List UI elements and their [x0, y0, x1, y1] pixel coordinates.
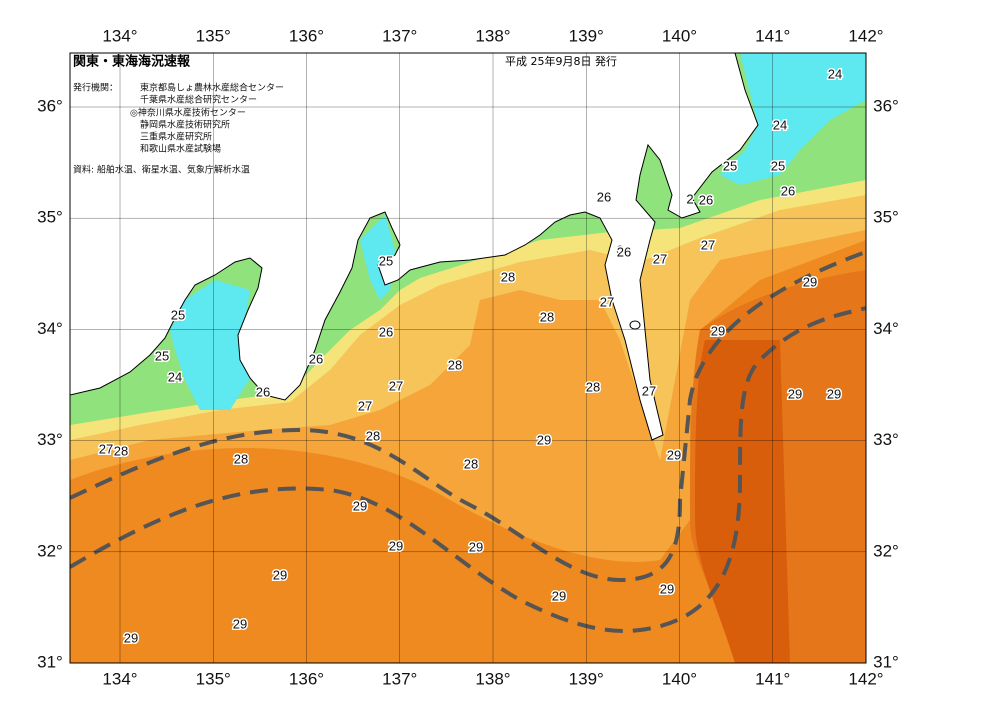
- contour-label: 29: [552, 588, 566, 603]
- contour-label: 29: [124, 630, 138, 645]
- issuer: 静岡県水産技術研究所: [140, 119, 230, 131]
- lon-label-bottom: 134°: [102, 669, 137, 688]
- source: 資料: 船舶水温、衛星水温、気象庁解析水温: [73, 164, 250, 176]
- contour-label: 28: [540, 309, 554, 324]
- contour-label: 25: [771, 158, 785, 173]
- lon-label-top: 137°: [382, 26, 417, 45]
- sea-temperature: [70, 53, 866, 663]
- contour-label: 28: [114, 443, 128, 458]
- title: 関東・東海海況速報: [73, 54, 191, 70]
- lon-label-top: 141°: [755, 26, 790, 45]
- contour-label: 24: [828, 66, 842, 81]
- contour-label: 27: [701, 237, 715, 252]
- contour-label: 28: [234, 451, 248, 466]
- lat-label-right: 33°: [873, 430, 899, 449]
- lon-label-bottom: 138°: [475, 669, 510, 688]
- lat-label-left: 31°: [37, 652, 63, 671]
- lat-label-left: 33°: [37, 430, 63, 449]
- contour-label: 28: [586, 379, 600, 394]
- lon-label-bottom: 137°: [382, 669, 417, 688]
- contour-label: 26: [617, 244, 631, 259]
- contour-label: 27: [653, 251, 667, 266]
- contour-label: 25: [171, 307, 185, 322]
- lon-label-bottom: 140°: [662, 669, 697, 688]
- lon-label-bottom: 141°: [755, 669, 790, 688]
- sea-30: [695, 340, 790, 663]
- contour-label: 29: [273, 567, 287, 582]
- contour-label: 29: [667, 447, 681, 462]
- contour-label: 27: [642, 383, 656, 398]
- lat-label-right: 36°: [873, 96, 899, 115]
- grid: [70, 53, 866, 663]
- sea-24-kii: [170, 280, 250, 410]
- kuroshio-edge: [70, 306, 866, 633]
- contour-label: 27: [99, 441, 113, 456]
- issuer-label: 発行機関：: [73, 82, 118, 94]
- lon-label-bottom: 136°: [289, 669, 324, 688]
- contour-label: 26: [781, 183, 795, 198]
- contour-label: 29: [827, 386, 841, 401]
- lon-label-top: 134°: [102, 26, 137, 45]
- lon-label-top: 135°: [196, 26, 231, 45]
- frame: [69, 52, 867, 664]
- contour-label: 2: [686, 191, 693, 206]
- issuer: 千葉県水産総合研究センター: [140, 94, 257, 106]
- contour-label: 26: [597, 189, 611, 204]
- issuer: ◎神奈川県水産技術センター: [130, 107, 246, 119]
- contour-label: 27: [600, 294, 614, 309]
- contour-label: 29: [233, 616, 247, 631]
- contour-label: 29: [353, 498, 367, 513]
- lat-label-right: 31°: [873, 652, 899, 671]
- lon-label-top: 139°: [569, 26, 604, 45]
- contour-label: 28: [501, 269, 515, 284]
- sea-29: [70, 240, 866, 663]
- kuroshio-axis: [70, 250, 866, 583]
- contour-label: 25: [155, 348, 169, 363]
- contour-label: 24: [168, 369, 182, 384]
- contour-label: 28: [366, 428, 380, 443]
- lon-label-bottom: 142°: [848, 669, 883, 688]
- lon-label-bottom: 135°: [196, 669, 231, 688]
- lat-label-left: 34°: [37, 319, 63, 338]
- contour-label: 28: [448, 357, 462, 372]
- contour-label: 29: [660, 581, 674, 596]
- contour-label: 27: [389, 378, 403, 393]
- contour-label: 26: [256, 384, 270, 399]
- lat-label-left: 36°: [37, 96, 63, 115]
- contour-label: 25: [379, 253, 393, 268]
- contour-label: 26: [379, 324, 393, 339]
- contour-label: 25: [723, 158, 737, 173]
- contour-label: 29: [389, 538, 403, 553]
- contour-label: 29: [711, 323, 725, 338]
- lat-label-right: 34°: [873, 319, 899, 338]
- issue-date: 平成 25年9月8日 発行: [505, 54, 617, 68]
- contour-label: 29: [803, 274, 817, 289]
- island: [629, 320, 641, 330]
- lat-label-right: 35°: [873, 208, 899, 227]
- lat-label-left: 32°: [37, 541, 63, 560]
- contour-label: 28: [464, 456, 478, 471]
- lon-label-top: 140°: [662, 26, 697, 45]
- issuer: 東京都島しょ農林水産総合センター: [140, 82, 284, 94]
- contour-label: 29: [469, 539, 483, 554]
- contour-label: 29: [788, 386, 802, 401]
- contour-label: 26: [309, 351, 323, 366]
- issuer: 三重県水産研究所: [140, 131, 212, 143]
- lat-label-right: 32°: [873, 541, 899, 560]
- contour-label: 26: [699, 192, 713, 207]
- lon-label-bottom: 139°: [569, 669, 604, 688]
- lat-label-left: 35°: [37, 208, 63, 227]
- issuer: 和歌山県水産試験場: [140, 143, 221, 155]
- lon-label-top: 136°: [289, 26, 324, 45]
- contour-label: 24: [773, 117, 787, 132]
- contour-label: 27: [358, 398, 372, 413]
- lon-label-top: 138°: [475, 26, 510, 45]
- island: [616, 245, 624, 255]
- sea-24-boso: [720, 53, 866, 185]
- lon-label-top: 142°: [848, 26, 883, 45]
- contour-label: 29: [537, 432, 551, 447]
